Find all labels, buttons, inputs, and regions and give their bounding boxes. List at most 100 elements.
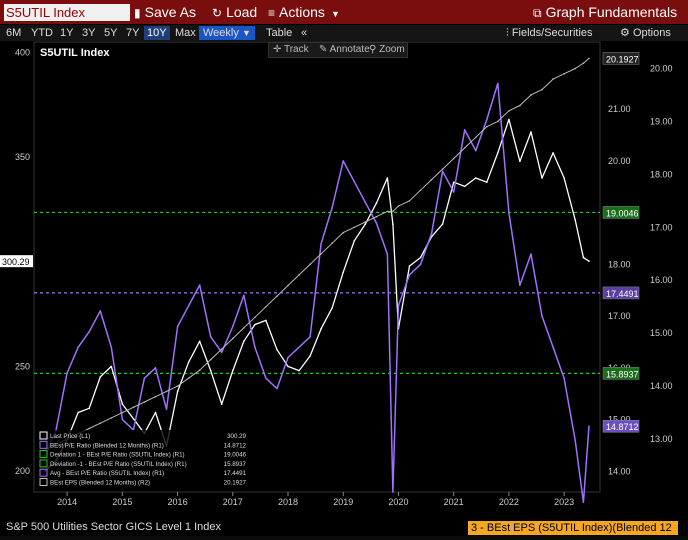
- r1-tick-label: 21.00: [608, 104, 631, 114]
- data-point-r1: [320, 242, 322, 245]
- data-point-l1: [265, 319, 267, 322]
- fields-securities-button[interactable]: ⫶ Fields/Securities: [506, 26, 593, 40]
- range-6m[interactable]: 6M: [6, 27, 22, 39]
- data-point-r2: [88, 427, 91, 430]
- title-bar: S5UTIL Index ▮ Save As ↻ Load ≡ Actions ▼ ⧉ G…: [0, 0, 688, 24]
- r1-tick-label: 14.00: [608, 466, 631, 476]
- range-max[interactable]: Max: [175, 27, 196, 39]
- legend-label: Avg - BEst P/E Ratio (S5UTIL Index) (R1): [50, 470, 164, 477]
- data-point-l1: [309, 355, 311, 357]
- data-point-r2: [508, 110, 510, 112]
- data-point-r1: [220, 351, 223, 354]
- annotate-tool[interactable]: ✎ Annotate: [319, 44, 370, 55]
- data-point-l1: [99, 376, 102, 378]
- selected-series-field[interactable]: 3 - BEst EPS (S5UTIL Index)(Blended 12: [468, 521, 678, 535]
- legend-label: BEst P/E Ratio (Blended 12 Months) (R1): [50, 442, 164, 449]
- range-7y[interactable]: 7Y: [126, 27, 140, 39]
- load-button[interactable]: ↻ Load: [212, 4, 257, 21]
- graph-fundamentals-button[interactable]: ⧉ Graph Fundamentals: [533, 4, 677, 21]
- x-tick-label: 2020: [388, 497, 408, 507]
- data-point-r1: [287, 356, 289, 359]
- right-value-badge-text: 15.8937: [606, 369, 639, 379]
- data-point-r2: [497, 120, 499, 123]
- zoom-tool[interactable]: ⚲ Zoom: [369, 44, 405, 55]
- ticker-field[interactable]: S5UTIL Index: [4, 4, 130, 21]
- range-ytd[interactable]: YTD: [31, 27, 53, 39]
- data-point-r2: [397, 205, 400, 207]
- legend-swatch: [39, 459, 48, 468]
- data-point-l1: [474, 177, 477, 179]
- data-point-l1: [386, 177, 389, 179]
- frequency-label: Weekly: [203, 27, 239, 39]
- legend-bg: [36, 430, 248, 490]
- security-name: S&P 500 Utilities Sector GICS Level 1 In…: [6, 521, 222, 533]
- data-point-r1: [198, 284, 201, 286]
- data-point-r1: [588, 425, 590, 428]
- range-3y[interactable]: 3Y: [82, 27, 96, 39]
- data-point-l1: [419, 256, 422, 259]
- data-point-l1: [276, 348, 278, 351]
- legend-value: 300.29: [227, 433, 246, 440]
- legend-swatch: [39, 468, 48, 477]
- data-point-r1: [563, 377, 565, 380]
- stats-row: [0, 536, 688, 540]
- data-point-r2: [452, 157, 455, 160]
- data-point-r1: [121, 418, 124, 421]
- price-pe-chart[interactable]: S5UTIL Index 2014 2015 2016 2017 2018 2019 202…: [0, 41, 688, 519]
- data-point-r2: [375, 215, 378, 218]
- right-value-badge: [602, 52, 640, 65]
- data-point-r2: [519, 104, 521, 107]
- data-point-r2: [331, 242, 333, 244]
- legend-label: BEst EPS (Blended 12 Months) (R2): [50, 480, 150, 487]
- data-point-l1: [287, 365, 289, 368]
- range-5y[interactable]: 5Y: [104, 27, 118, 39]
- range-1y[interactable]: 1Y: [60, 27, 74, 39]
- load-label: Load: [226, 4, 258, 20]
- r1-tick-label: 17.00: [608, 311, 631, 321]
- data-point-l1: [353, 240, 356, 242]
- data-point-r1: [231, 325, 234, 328]
- frequency-dropdown[interactable]: Weekly ▼: [199, 26, 255, 40]
- data-point-r2: [386, 210, 389, 213]
- axes: 2014 2015 2016 2017 2018 2019 2020 2021 2022 2023…: [0, 47, 673, 519]
- data-point-r1: [298, 346, 300, 348]
- options-button[interactable]: ⚙ Options: [620, 26, 671, 40]
- data-point-r2: [530, 94, 532, 96]
- data-point-r1: [143, 377, 146, 380]
- range-10y[interactable]: 10Y: [144, 26, 170, 40]
- data-point-r2: [209, 358, 212, 361]
- save-as-button[interactable]: ▮ Save As: [134, 4, 196, 21]
- data-point-r1: [386, 253, 389, 255]
- data-point-l1: [231, 369, 234, 372]
- r2-tick-label: 14.00: [650, 381, 673, 391]
- data-point-r2: [563, 72, 565, 75]
- data-point-r1: [364, 201, 367, 204]
- data-point-l1: [452, 181, 455, 184]
- x-tick-label: 2019: [333, 497, 353, 507]
- data-point-r2: [254, 316, 256, 319]
- data-point-r1: [209, 336, 212, 338]
- data-point-r1: [276, 387, 278, 390]
- data-point-r2: [419, 189, 422, 192]
- data-point-l1: [121, 403, 124, 405]
- data-point-r1: [88, 330, 91, 333]
- data-point-r1: [508, 211, 510, 214]
- actions-button[interactable]: ≡ Actions ▼: [268, 4, 340, 21]
- data-point-r1: [430, 232, 433, 235]
- track-tool[interactable]: ✛ Track: [273, 44, 309, 55]
- data-point-l1: [132, 417, 135, 420]
- data-point-r2: [132, 406, 135, 409]
- collapse-button[interactable]: «: [301, 27, 308, 39]
- right-value-badge-text: 14.8712: [606, 422, 639, 432]
- data-point-r1: [309, 336, 311, 338]
- data-point-l1: [497, 152, 499, 154]
- data-point-l1: [298, 369, 300, 372]
- chevron-down-icon: ▼: [241, 28, 251, 38]
- data-point-l1: [519, 160, 521, 163]
- data-point-r2: [309, 263, 311, 266]
- table-button[interactable]: Table: [266, 27, 293, 39]
- chart-icon: ⫶: [506, 27, 509, 39]
- legend-value: 15.8937: [224, 461, 247, 468]
- data-point-r2: [474, 136, 477, 139]
- data-point-l1: [552, 152, 554, 154]
